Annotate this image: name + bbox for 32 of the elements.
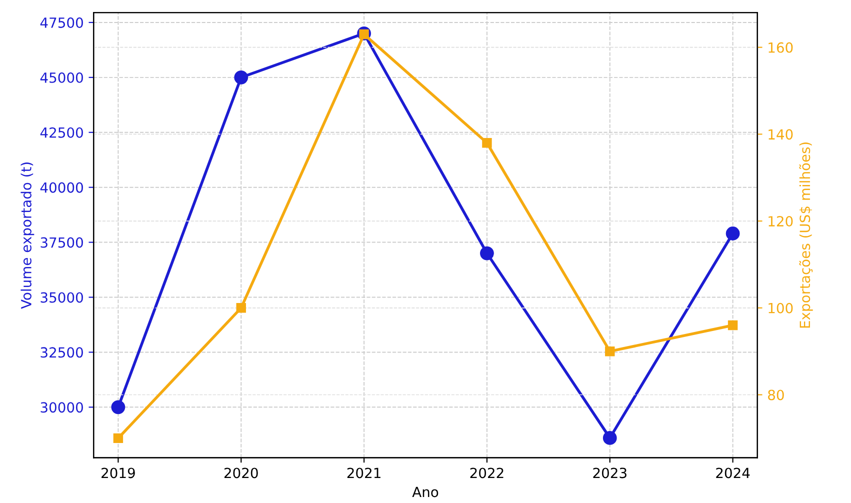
x-tick-label: 2020 — [224, 468, 258, 478]
y2-tick-label: 140 — [768, 129, 793, 140]
y-tick-label: 45000 — [40, 72, 83, 83]
y-tick-label: 42500 — [40, 127, 83, 138]
x-tick-label: 2024 — [716, 468, 750, 478]
point — [113, 433, 124, 444]
x-axis-title: Ano — [412, 486, 438, 498]
point — [726, 226, 740, 240]
x-tick-label: 2019 — [102, 468, 135, 478]
point — [236, 303, 246, 313]
x-tick-label: 2021 — [347, 468, 380, 478]
point — [480, 246, 494, 260]
y-tick-label: 35000 — [40, 292, 83, 303]
y2-tick-label: 100 — [768, 302, 793, 314]
x-tick-label: 2023 — [593, 468, 626, 478]
y2-axis-title: Exportações (US$ milhões) — [799, 142, 813, 328]
y2-tick-label: 80 — [768, 390, 784, 400]
point — [111, 400, 126, 414]
y-tick-label: 30000 — [40, 402, 83, 413]
y-tick-label: 40000 — [40, 182, 83, 193]
y-tick-label: 32500 — [40, 347, 83, 358]
y-tick-label: 47500 — [40, 17, 83, 28]
point — [234, 70, 248, 84]
point — [602, 431, 617, 445]
y2-tick-label: 160 — [768, 42, 793, 53]
y-axis-title: Volume exportado (t) — [20, 162, 34, 309]
x-tick-label: 2022 — [470, 468, 504, 478]
point — [482, 138, 492, 148]
point — [605, 346, 615, 356]
y-tick-label: 37500 — [40, 237, 83, 248]
y2-tick-label: 120 — [768, 216, 793, 227]
point — [728, 320, 738, 330]
